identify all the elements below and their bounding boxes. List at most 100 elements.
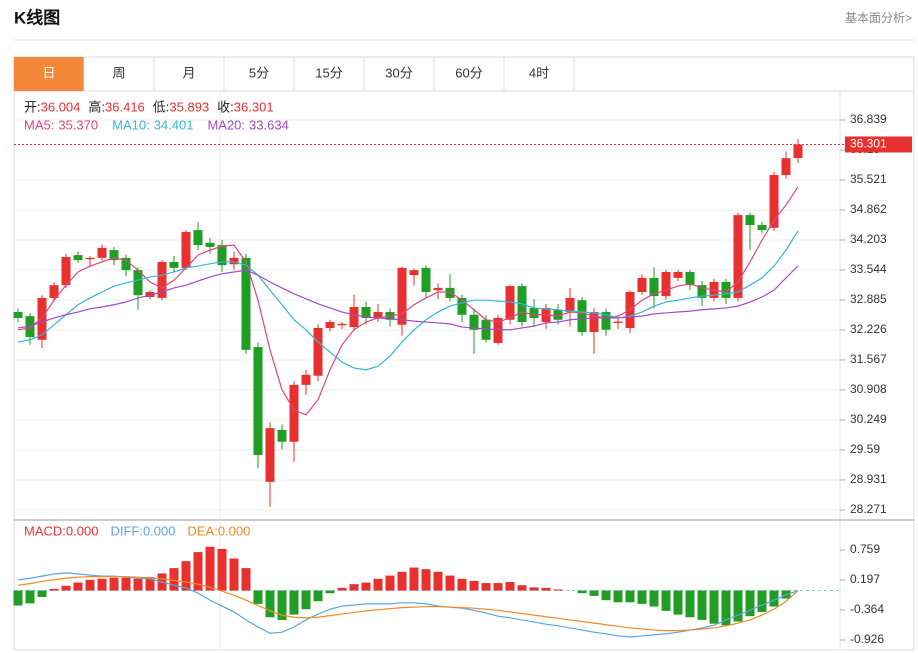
legend-name: MA20:	[207, 117, 245, 132]
candle-body	[601, 312, 611, 330]
macd-bar	[721, 590, 731, 626]
macd-bar	[577, 590, 587, 594]
tab[interactable]: 日	[42, 65, 55, 80]
candle-body	[577, 300, 587, 333]
legend-name: DEA:	[187, 523, 217, 538]
y-tick-label: 28.271	[850, 502, 887, 516]
macd-bar	[85, 579, 95, 591]
candle-body	[241, 257, 251, 350]
candle-body	[325, 322, 335, 328]
legend-name: MA5:	[24, 117, 54, 132]
macd-bar	[325, 590, 335, 594]
macd-bar	[37, 590, 47, 597]
fundamental-link[interactable]: 基本面分析>	[845, 11, 912, 25]
legend-value: 33.634	[249, 117, 289, 132]
macd-bar	[541, 587, 551, 591]
candle-body	[277, 429, 287, 442]
macd-bar	[241, 568, 251, 591]
y-tick-label: 32.226	[850, 322, 887, 336]
candle-body	[757, 225, 767, 231]
candle-body	[265, 428, 275, 482]
legend-value: 0.000	[218, 523, 251, 538]
y-tick-label: 30.908	[850, 382, 887, 396]
macd-bar	[769, 590, 779, 607]
candle-body	[157, 261, 167, 298]
candle-body	[217, 245, 227, 266]
ma-line	[17, 186, 799, 416]
macd-bar	[529, 587, 539, 591]
y-tick-label: 32.885	[850, 292, 887, 306]
candle-body	[313, 327, 323, 376]
macd-bar	[61, 585, 71, 591]
candle-body	[553, 309, 563, 320]
macd-bar	[709, 590, 719, 624]
candle-body	[721, 281, 731, 298]
info-label: 高:	[88, 99, 105, 114]
candle-body	[73, 255, 83, 261]
tab[interactable]: 周	[112, 65, 125, 80]
tab[interactable]: 15分	[315, 65, 342, 80]
legend-value: 35.370	[58, 117, 98, 132]
candle-body	[61, 256, 71, 286]
candle-body	[193, 230, 203, 246]
macd-bar	[637, 590, 647, 604]
macd-line	[17, 572, 799, 638]
tab[interactable]: 4时	[529, 65, 549, 80]
info-label: 收:	[217, 99, 234, 114]
macd-bar	[697, 590, 707, 620]
macd-bar	[253, 590, 263, 604]
candle-body	[205, 242, 215, 247]
macd-bar	[553, 589, 563, 591]
candle-body	[85, 257, 95, 260]
macd-bar	[649, 590, 659, 607]
candle-body	[673, 271, 683, 278]
candle-body	[589, 312, 599, 333]
macd-bar	[397, 571, 407, 591]
macd-bar	[49, 588, 59, 591]
y-tick-label: 36.839	[850, 112, 887, 126]
candle-body	[697, 285, 707, 298]
candle-body	[289, 384, 299, 442]
tab[interactable]: 60分	[455, 65, 482, 80]
macd-bar	[217, 548, 227, 591]
candle-body	[373, 312, 383, 318]
info-value: 35.893	[169, 99, 209, 114]
last-price-label: 36.301	[850, 137, 887, 151]
candle-body	[781, 158, 791, 176]
candle-body	[469, 314, 479, 330]
macd-bar	[457, 578, 467, 591]
macd-bar	[433, 571, 443, 591]
macd-bar	[13, 590, 23, 606]
y-tick-label: 33.544	[850, 262, 887, 276]
candle-body	[445, 287, 455, 298]
y-tick-label: 0.759	[850, 542, 880, 556]
legend-name: MA10:	[112, 117, 150, 132]
candle-body	[745, 215, 755, 226]
macd-bar	[745, 590, 755, 617]
macd-bar	[121, 577, 131, 591]
ma-line	[17, 265, 799, 331]
y-tick-label: 31.567	[850, 352, 887, 366]
candle-body	[97, 247, 107, 258]
y-tick-label: 0.197	[850, 572, 880, 586]
macd-bar	[733, 590, 743, 622]
candle-body	[109, 250, 119, 261]
y-tick-label: 35.521	[850, 172, 887, 186]
candle-body	[481, 319, 491, 340]
macd-bar	[589, 590, 599, 596]
candle-body	[37, 297, 47, 340]
candle-body	[181, 231, 191, 268]
tab[interactable]: 30分	[385, 65, 412, 80]
candle-body	[121, 257, 131, 271]
macd-bar	[313, 590, 323, 602]
tab[interactable]: 月	[182, 65, 195, 80]
macd-bar	[373, 578, 383, 591]
candle-body	[649, 277, 659, 297]
macd-bar	[385, 575, 395, 591]
y-tick-label: 29.59	[850, 442, 880, 456]
candle-body	[409, 270, 419, 276]
tab[interactable]: 5分	[249, 65, 269, 80]
macd-bar	[601, 590, 611, 601]
macd-bar	[73, 582, 83, 591]
